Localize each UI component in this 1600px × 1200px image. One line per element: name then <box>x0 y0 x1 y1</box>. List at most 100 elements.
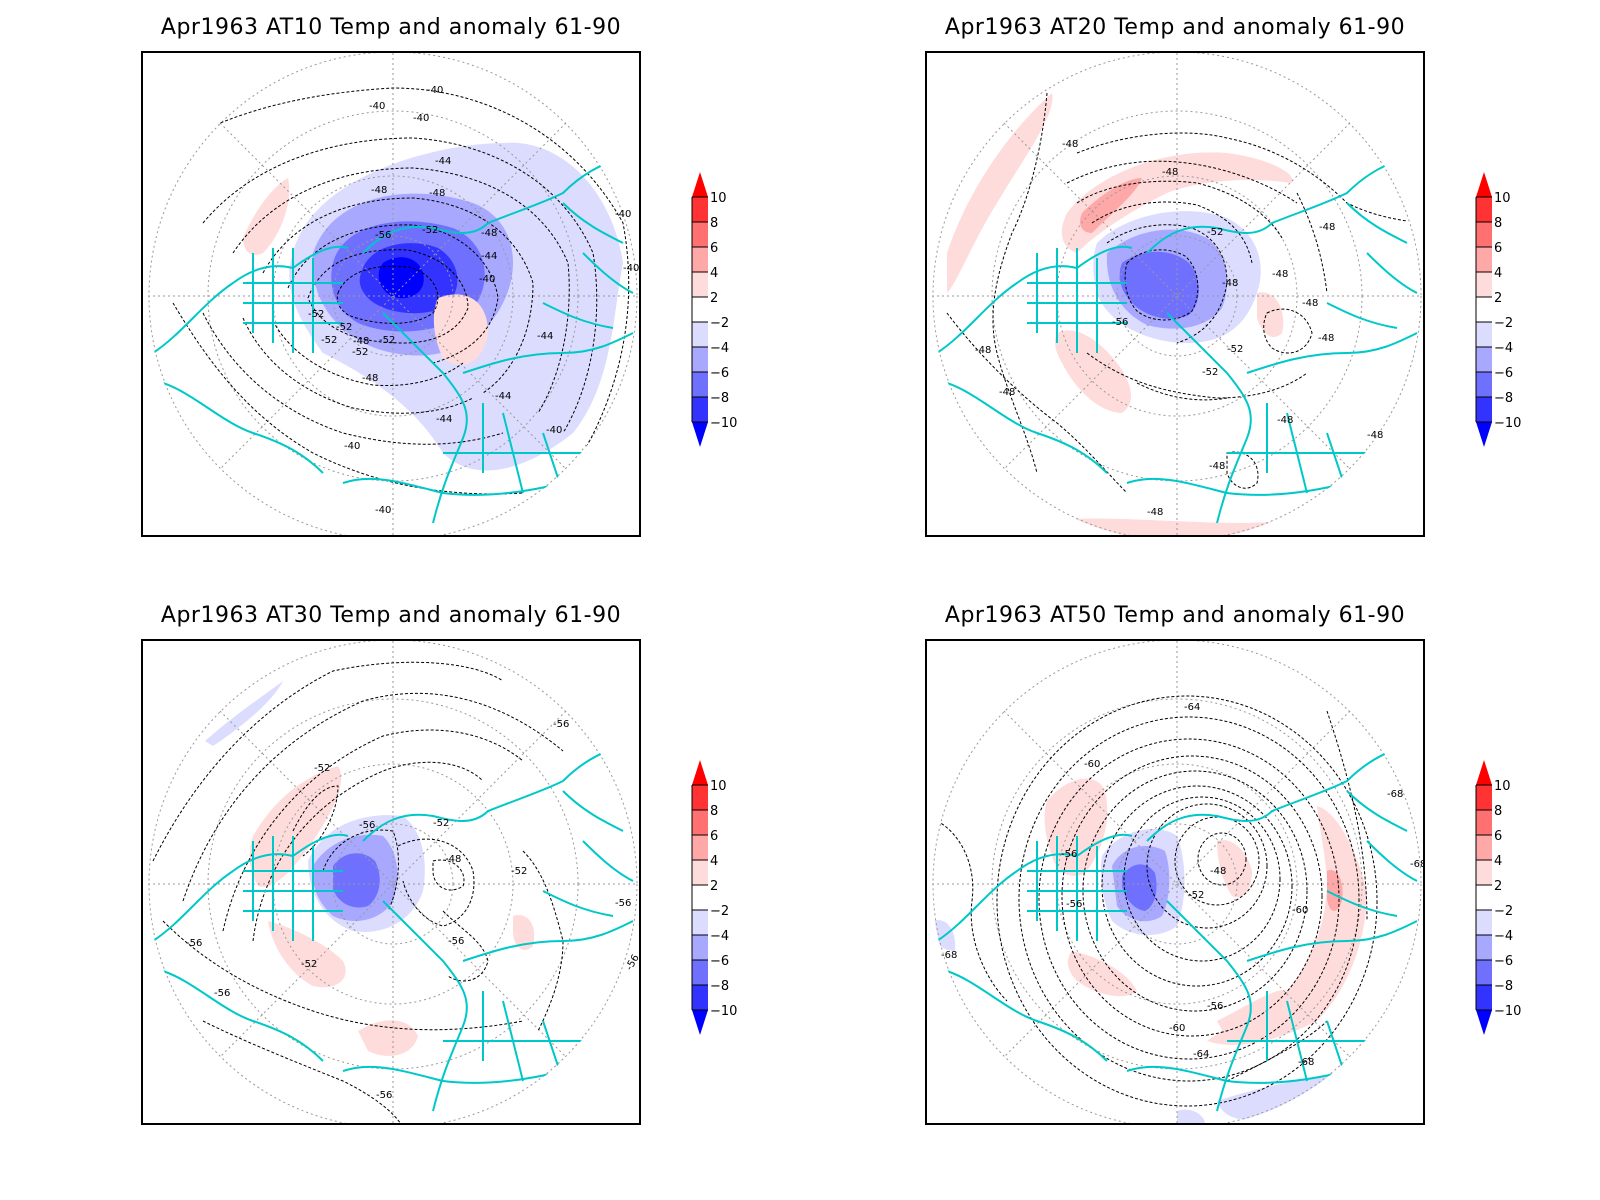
colorbar-segment <box>692 297 708 322</box>
contour-label: -48 <box>1147 507 1163 518</box>
colorbar-segment <box>692 985 708 1010</box>
temperature-contours <box>152 661 564 1123</box>
colorbar-overflow-high <box>692 760 708 785</box>
panel-title: Apr1963 AT50 Temp and anomaly 61-90 <box>944 603 1406 628</box>
anomaly-pos2 <box>513 915 535 951</box>
contour-label: -56 <box>1112 317 1128 328</box>
panel-title: Apr1963 AT30 Temp and anomaly 61-90 <box>160 603 622 628</box>
contour-label: -60 <box>1169 1023 1185 1034</box>
contour-label: -56 <box>553 719 569 730</box>
colorbar-overflow-low <box>692 1010 708 1035</box>
colorbar-segment <box>1476 910 1492 935</box>
colorbar-segment <box>692 372 708 397</box>
colorbar-segment <box>1476 785 1492 810</box>
contour-label: -68 <box>941 950 957 961</box>
anomaly-pos4 <box>1080 178 1142 233</box>
polar-map: -48 -48 -52 -48 -48 -48 -48 -56 -48 -48 … <box>932 53 1422 535</box>
contour-label: -40 <box>344 441 360 452</box>
contour-label: -48 <box>1062 139 1078 150</box>
coastlines <box>936 745 1418 1112</box>
colorbar-segment <box>1476 935 1492 960</box>
colorbar-overflow-low <box>1476 1010 1492 1035</box>
contour-label: -56 <box>375 230 391 241</box>
colorbar-tick-label: 8 <box>1494 804 1502 819</box>
contour-label: -60 <box>1292 905 1308 916</box>
colorbar-at20: 10 8 6 4 2 −2 −4 −6 −8 −10 <box>1470 172 1530 452</box>
colorbar-tick-label: 4 <box>710 266 718 281</box>
colorbar-segment <box>1476 860 1492 885</box>
anomaly-pos2 <box>1044 778 1108 876</box>
contour-label: -56 <box>615 898 631 909</box>
colorbar-svg: 10 8 6 4 2 −2 −4 −6 −8 −10 <box>691 172 737 447</box>
temperature-contours <box>936 695 1378 1107</box>
map-panel-at50: Apr1963 AT50 Temp and anomaly 61-90 <box>925 603 1425 1125</box>
contour-label: -56 <box>1066 899 1082 910</box>
anomaly-pos2 <box>1217 990 1287 1039</box>
colorbar-tick-label: −8 <box>710 391 729 406</box>
colorbar-tick-label: −6 <box>710 366 729 381</box>
contour-label: -44 <box>537 331 553 342</box>
colorbar-tick-label: 4 <box>710 854 718 869</box>
colorbar-overflow-high <box>1476 760 1492 785</box>
polar-map: -64 -60 -68 -68 -56 -48 -56 -52 -60 -68 … <box>932 641 1423 1123</box>
colorbar-overflow-low <box>1476 422 1492 447</box>
colorbar-tick-label: −10 <box>710 1004 737 1019</box>
contour-label: -48 <box>999 387 1015 398</box>
polar-map: -40 -40 -40 -44 -48 -48 -56 -52 -48 -44 … <box>148 53 639 535</box>
anomaly-pos2 <box>433 294 488 365</box>
map-frame: -40 -40 -40 -44 -48 -48 -56 -52 -48 -44 … <box>141 51 641 537</box>
colorbar-segment <box>1476 372 1492 397</box>
anomaly-neg2 <box>205 681 283 746</box>
contour-label: -56 <box>214 988 230 999</box>
contour-label: -40 <box>546 425 562 436</box>
colorbar-overflow-low <box>692 422 708 447</box>
colorbar-segment <box>1476 810 1492 835</box>
colorbar-segment <box>1476 985 1492 1010</box>
colorbar-segment <box>692 885 708 910</box>
colorbar-tick-label: 2 <box>1494 879 1502 894</box>
colorbar-tick-label: 6 <box>1494 241 1502 256</box>
contour-label: -40 <box>375 505 391 516</box>
contour-label: -52 <box>1207 227 1223 238</box>
anomaly-pos2 <box>243 178 290 255</box>
contour-label: -48 <box>1272 269 1288 280</box>
temperature-contours <box>162 87 630 495</box>
contour-label: -48 <box>353 336 369 347</box>
colorbar-tick-label: 4 <box>1494 854 1502 869</box>
contour-label: -48 <box>1302 298 1318 309</box>
anomaly-pos2 <box>1061 152 1293 253</box>
map-panel-at10: Apr1963 AT10 Temp and anomaly 61-90 <box>141 15 641 537</box>
coastlines <box>152 745 634 1112</box>
contour-label: -56 <box>376 1090 392 1101</box>
colorbar-segment <box>1476 322 1492 347</box>
contour-label: -52 <box>321 335 337 346</box>
coastlines <box>152 157 634 524</box>
contour-label: -56 <box>624 953 641 973</box>
colorbar-segment <box>1476 197 1492 222</box>
contour-labels: -64 -60 -68 -68 -56 -48 -56 -52 -60 -68 … <box>941 702 1423 1068</box>
colorbar-tick-label: 8 <box>710 804 718 819</box>
contour-label: -48 <box>371 185 387 196</box>
contour-label: -40 <box>427 85 443 96</box>
panel-title: Apr1963 AT10 Temp and anomaly 61-90 <box>160 15 622 40</box>
colorbar-segment <box>1476 247 1492 272</box>
colorbar-segment <box>692 960 708 985</box>
anomaly-pos2 <box>1027 518 1347 535</box>
contour-label: -68 <box>1298 1057 1314 1068</box>
colorbar-tick-label: −2 <box>1494 316 1513 331</box>
colorbar-at50: 10 8 6 4 2 −2 −4 −6 −8 −10 <box>1470 760 1530 1040</box>
contour-label: -52 <box>336 322 352 333</box>
colorbar-segment <box>692 910 708 935</box>
contour-label: -48 <box>1367 430 1383 441</box>
contour-labels: -40 -40 -40 -44 -48 -48 -56 -52 -48 -44 … <box>308 85 639 516</box>
colorbar-at10: 10 8 6 4 2 −2 −4 −6 −8 −10 <box>686 172 746 452</box>
contour-label: -44 <box>435 156 451 167</box>
colorbar-segment <box>692 222 708 247</box>
contour-label: -52 <box>1202 367 1218 378</box>
colorbar-segment <box>1476 347 1492 372</box>
colorbar-tick-label: −4 <box>1494 929 1513 944</box>
map-frame: -48 -48 -52 -48 -48 -48 -48 -56 -48 -48 … <box>925 51 1425 537</box>
panel-title: Apr1963 AT20 Temp and anomaly 61-90 <box>944 15 1406 40</box>
anomaly-pos2 <box>1067 951 1137 997</box>
contour-label: -52 <box>301 959 317 970</box>
